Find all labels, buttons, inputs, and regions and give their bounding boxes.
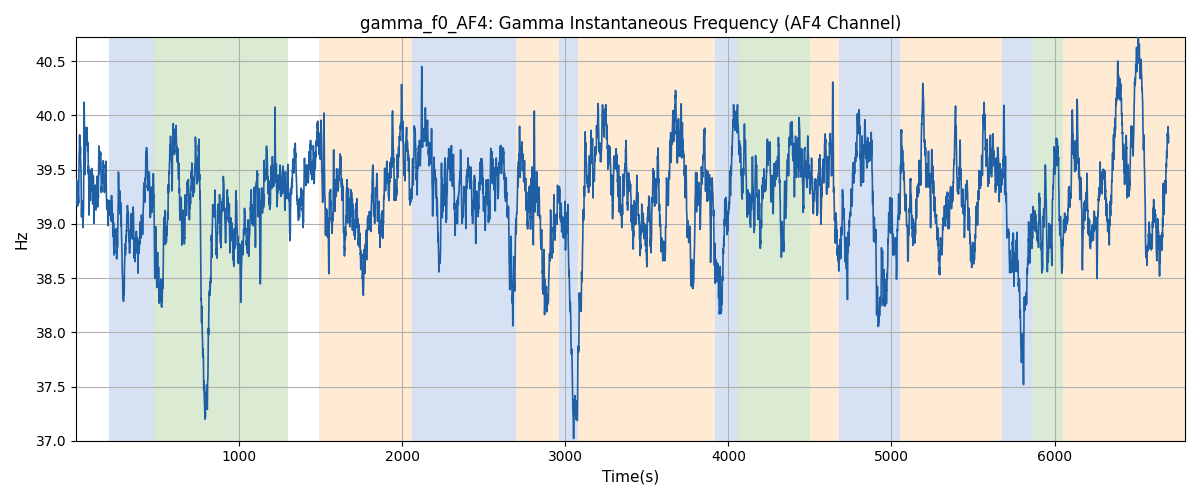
Bar bbox=[155, 38, 288, 440]
Title: gamma_f0_AF4: Gamma Instantaneous Frequency (AF4 Channel): gamma_f0_AF4: Gamma Instantaneous Freque… bbox=[360, 15, 901, 34]
Bar bbox=[1002, 38, 1033, 440]
Bar bbox=[900, 38, 1002, 440]
Bar bbox=[715, 38, 738, 440]
Bar bbox=[839, 38, 900, 440]
Bar bbox=[810, 38, 839, 440]
Bar bbox=[412, 38, 516, 440]
Bar bbox=[319, 38, 412, 440]
Bar bbox=[738, 38, 810, 440]
Bar bbox=[109, 38, 155, 440]
Bar bbox=[1063, 38, 1184, 440]
Bar bbox=[578, 38, 715, 440]
Bar bbox=[559, 38, 578, 440]
Bar bbox=[516, 38, 559, 440]
Bar bbox=[1033, 38, 1063, 440]
X-axis label: Time(s): Time(s) bbox=[602, 470, 659, 485]
Y-axis label: Hz: Hz bbox=[14, 230, 30, 249]
